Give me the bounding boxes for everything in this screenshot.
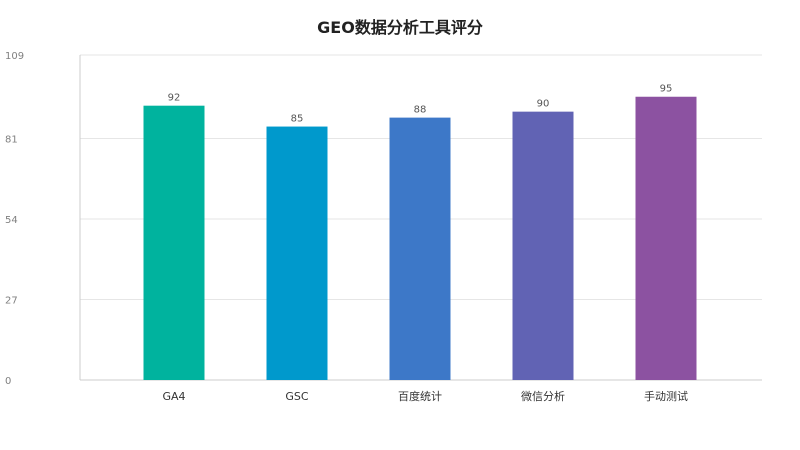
bar[interactable] [635, 96, 697, 381]
data-label: 88 [414, 105, 427, 116]
chart-title: GEO数据分析工具评分 [317, 18, 483, 37]
data-label: 85 [291, 114, 304, 125]
y-tick-label: 27 [5, 295, 18, 306]
bar[interactable] [143, 105, 205, 380]
x-tick-label: GA4 [162, 390, 185, 403]
data-label: 90 [537, 99, 550, 110]
y-tick-label: 81 [5, 134, 18, 145]
data-label: 95 [660, 84, 673, 95]
bar[interactable] [512, 111, 574, 381]
x-tick-label: 百度统计 [398, 389, 442, 403]
y-tick-label: 109 [5, 51, 24, 62]
bar[interactable] [266, 126, 328, 380]
bar[interactable] [389, 117, 451, 380]
y-tick-label: 0 [5, 376, 11, 387]
x-tick-label: 手动测试 [644, 389, 688, 403]
y-tick-label: 54 [5, 215, 18, 226]
x-tick-label: GSC [285, 390, 309, 403]
x-tick-label: 微信分析 [521, 389, 565, 403]
data-label: 92 [168, 93, 181, 104]
